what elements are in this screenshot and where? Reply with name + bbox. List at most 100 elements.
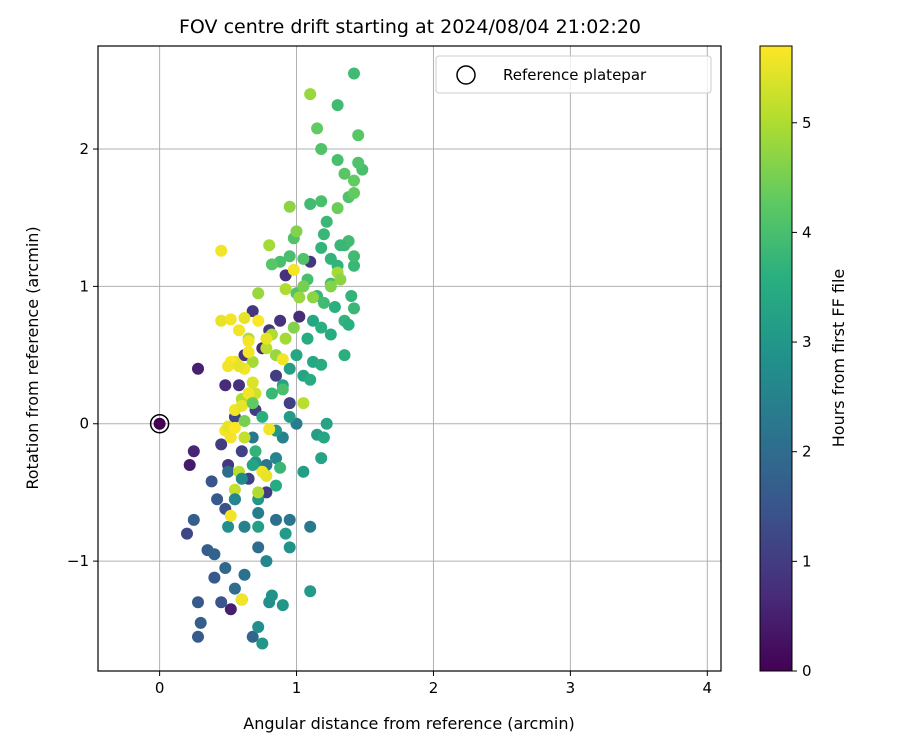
data-point: [187, 513, 200, 526]
data-point: [270, 369, 282, 382]
data-point: [304, 520, 317, 533]
data-point: [287, 321, 300, 334]
data-point: [215, 438, 228, 451]
data-point: [208, 571, 221, 584]
data-point: [252, 621, 265, 633]
data-point: [293, 310, 306, 323]
data-point: [249, 445, 262, 458]
colorbar-tick-label: 5: [802, 114, 812, 132]
data-point: [238, 568, 251, 581]
data-point: [238, 431, 251, 444]
data-point: [208, 548, 221, 561]
reference-platepar-marker: [149, 413, 170, 434]
data-point: [222, 465, 235, 478]
data-point: [228, 421, 241, 434]
data-point: [224, 431, 237, 444]
data-point: [334, 239, 347, 252]
data-point: [301, 332, 314, 345]
y-axis-ticks: −1 0 1 2: [67, 140, 98, 570]
legend-box: [435, 55, 712, 94]
data-point: [235, 593, 248, 606]
y-tick-label: 0: [79, 415, 89, 433]
data-point: [331, 154, 344, 166]
y-tick-label: 2: [79, 140, 89, 158]
colorbar-tick-label: 1: [802, 552, 812, 570]
data-point: [228, 582, 241, 595]
data-point: [315, 358, 328, 371]
x-axis-ticks: 0 1 2 3 4: [155, 671, 712, 697]
data-point: [279, 283, 292, 296]
x-tick-label: 1: [292, 679, 302, 697]
colorbar-tick-label: 2: [802, 443, 812, 461]
data-point: [246, 459, 259, 471]
data-point: [256, 410, 269, 423]
x-tick-label: 4: [703, 679, 713, 697]
data-point: [338, 349, 351, 362]
data-point: [252, 486, 265, 499]
data-point: [238, 415, 251, 427]
data-point: [297, 252, 310, 265]
data-point: [304, 373, 317, 386]
data-point: [192, 362, 204, 375]
plot-frame: [97, 45, 722, 672]
data-point: [260, 486, 273, 499]
data-point: [279, 332, 292, 345]
data-point: [304, 198, 317, 210]
data-point: [153, 417, 166, 430]
data-point: [270, 479, 282, 492]
data-point: [342, 318, 355, 331]
y-tick-label: 1: [79, 277, 89, 295]
data-point: [307, 291, 319, 304]
data-point: [260, 469, 273, 482]
data-point: [181, 527, 193, 540]
data-point: [246, 355, 259, 368]
data-point: [205, 475, 218, 488]
x-tick-label: 3: [566, 679, 576, 697]
data-point: [338, 167, 351, 180]
data-point: [222, 360, 235, 373]
y-tick-label: −1: [67, 552, 89, 570]
data-point: [317, 431, 330, 444]
x-tick-label: 2: [429, 679, 439, 697]
data-points: [153, 67, 369, 650]
data-point: [276, 383, 289, 396]
data-point: [260, 332, 273, 345]
data-point: [320, 215, 333, 228]
data-point: [265, 589, 278, 602]
colorbar-ticks: 0 1 2 3 4 5: [792, 114, 812, 680]
data-point: [317, 296, 330, 309]
data-point: [246, 431, 259, 444]
data-point: [276, 353, 289, 366]
data-point: [246, 630, 259, 643]
data-point: [315, 241, 328, 254]
data-point: [228, 483, 241, 496]
data-point: [348, 174, 360, 187]
data-point: [279, 527, 292, 540]
data-point: [324, 328, 337, 341]
colorbar-tick-label: 0: [802, 662, 812, 680]
data-point: [252, 287, 265, 300]
data-point: [270, 513, 282, 526]
data-point: [283, 541, 296, 554]
data-point: [274, 314, 287, 327]
data-point: [345, 290, 358, 302]
data-point: [304, 88, 317, 101]
data-point: [265, 387, 278, 400]
data-point: [331, 202, 344, 215]
data-point: [297, 280, 310, 293]
data-point: [348, 67, 360, 80]
data-point: [224, 603, 237, 616]
data-point: [224, 509, 237, 522]
data-point: [283, 397, 296, 410]
data-point: [311, 122, 324, 135]
data-point: [263, 423, 276, 436]
data-point: [265, 258, 278, 271]
data-point: [283, 410, 296, 423]
colorbar-frame: [759, 45, 793, 672]
data-point: [304, 585, 317, 598]
data-point: [293, 291, 306, 304]
data-point: [215, 596, 228, 609]
data-point: [192, 630, 204, 643]
data-point: [283, 200, 296, 213]
